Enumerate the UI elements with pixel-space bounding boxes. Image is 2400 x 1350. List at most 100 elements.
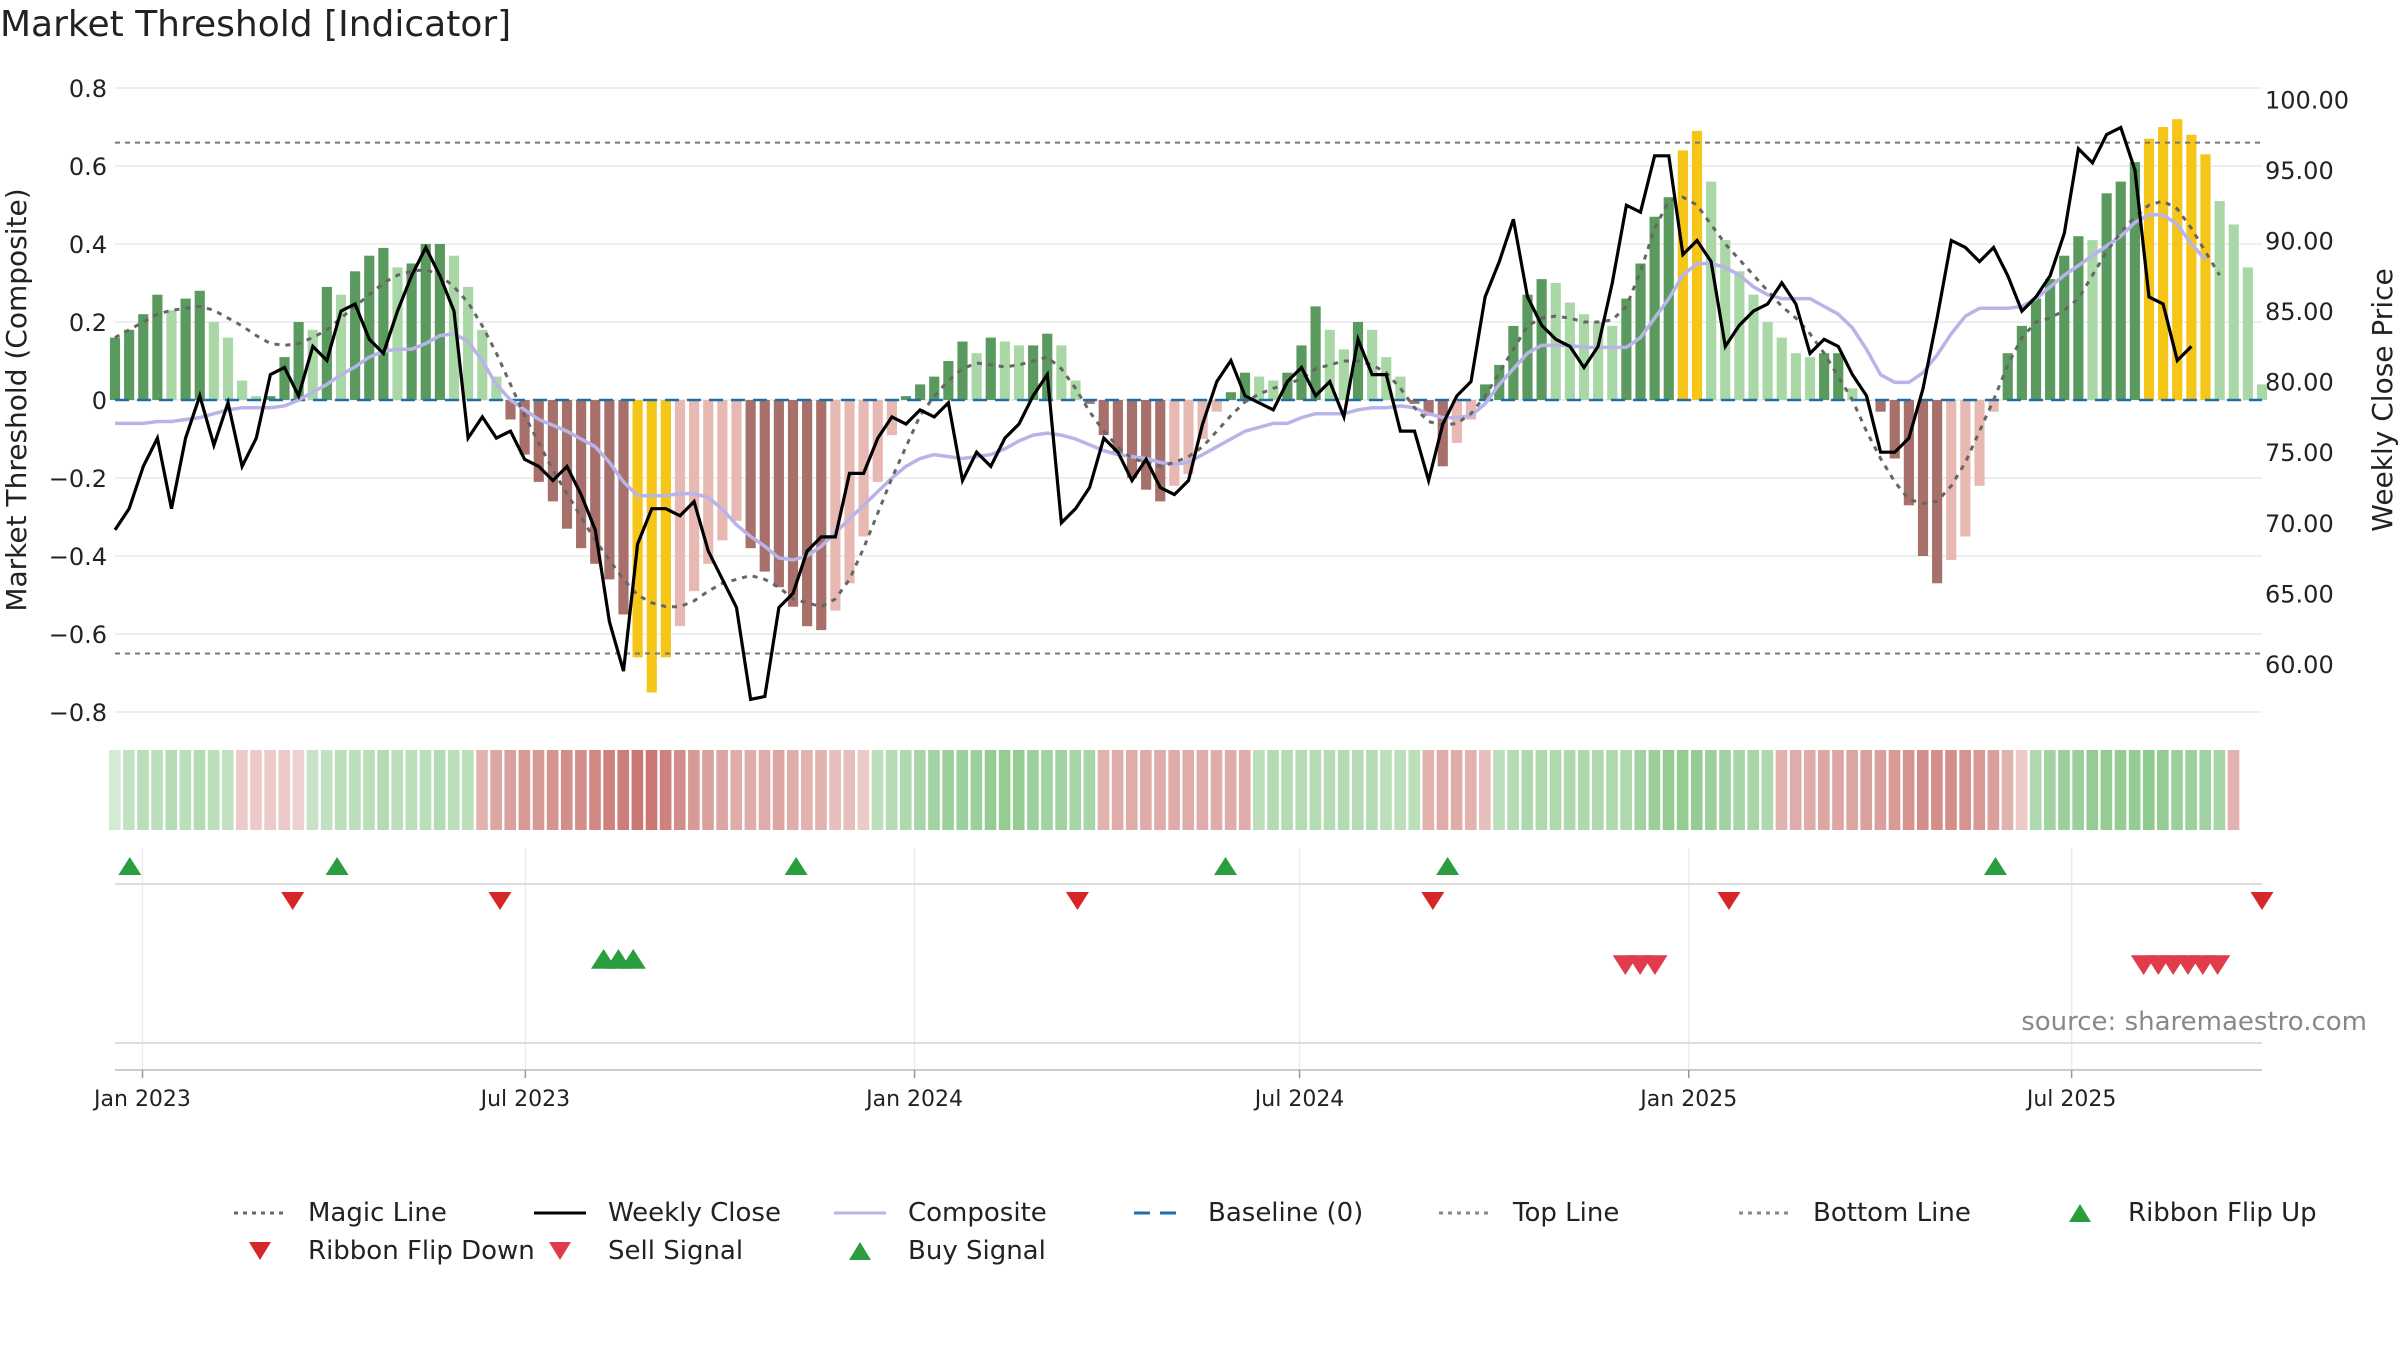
legend-swatch-icon bbox=[234, 1211, 286, 1215]
ribbon-cell bbox=[2072, 750, 2084, 830]
ribbon-flip-down-marker bbox=[2250, 892, 2274, 910]
composite-bar bbox=[124, 329, 135, 400]
ribbon-cell bbox=[1168, 750, 1180, 830]
legend-item: Composite bbox=[830, 1198, 1047, 1228]
composite-bar bbox=[1607, 325, 1618, 400]
left-tick-label: 0.6 bbox=[69, 153, 107, 181]
ribbon-cell bbox=[532, 750, 545, 830]
composite-bar bbox=[420, 244, 431, 400]
composite-bar bbox=[1310, 306, 1321, 400]
ribbon-cell bbox=[1577, 750, 1590, 830]
ribbon-flip-up-marker bbox=[1214, 857, 1238, 875]
composite-bar bbox=[138, 314, 149, 400]
ribbon-cell bbox=[1182, 750, 1195, 830]
ribbon-cell bbox=[278, 750, 291, 830]
composite-bar bbox=[1225, 392, 1236, 400]
legend-label: Top Line bbox=[1513, 1198, 1620, 1228]
ribbon-cell bbox=[2213, 750, 2226, 830]
composite-bar bbox=[703, 400, 714, 564]
left-tick-label: −0.2 bbox=[49, 465, 107, 493]
legend-label: Bottom Line bbox=[1813, 1198, 1971, 1228]
left-tick-label: 0.8 bbox=[69, 75, 107, 103]
ribbon-cell bbox=[603, 750, 615, 830]
ribbon-cell bbox=[2171, 750, 2183, 830]
legend-item: Ribbon Flip Up bbox=[2050, 1198, 2317, 1228]
ribbon-cell bbox=[1563, 750, 1576, 830]
ribbon-cell bbox=[1860, 750, 1873, 830]
composite-bar bbox=[1564, 302, 1575, 400]
ribbon-cell bbox=[264, 750, 276, 830]
ribbon-cell bbox=[419, 750, 432, 830]
ribbon-cell bbox=[688, 750, 700, 830]
legend-swatch-icon bbox=[1739, 1211, 1791, 1215]
composite-bar bbox=[2101, 193, 2112, 400]
composite-bar bbox=[1395, 376, 1406, 400]
ribbon-cell bbox=[744, 750, 757, 830]
ribbon-cell bbox=[207, 750, 220, 830]
ribbon-cell bbox=[2001, 750, 2014, 830]
composite-bar bbox=[2030, 298, 2042, 400]
ribbon-cell bbox=[1436, 750, 1449, 830]
left-tick-label: 0 bbox=[92, 387, 107, 415]
ribbon-cell bbox=[165, 750, 178, 830]
composite-bar bbox=[547, 400, 558, 502]
composite-bar bbox=[2045, 279, 2056, 400]
source-label: source: sharemaestro.com bbox=[2021, 1007, 2367, 1037]
ribbon-cell bbox=[772, 750, 785, 830]
right-tick-label: 65.00 bbox=[2265, 580, 2334, 608]
ribbon-cell bbox=[1366, 750, 1378, 830]
composite-bar bbox=[1324, 329, 1335, 400]
legend-item: Sell Signal bbox=[530, 1236, 743, 1266]
composite-bar bbox=[1451, 400, 1462, 443]
composite-bar bbox=[293, 322, 304, 400]
ribbon-cell bbox=[1111, 750, 1124, 830]
ribbon-cell bbox=[1253, 750, 1265, 830]
composite-bar bbox=[731, 400, 742, 521]
left-tick-label: −0.4 bbox=[49, 543, 107, 571]
composite-bar bbox=[533, 400, 544, 482]
ribbon-cell bbox=[504, 750, 517, 830]
composite-bar bbox=[1720, 240, 1731, 400]
legend-label: Sell Signal bbox=[608, 1236, 744, 1266]
composite-bar bbox=[307, 329, 318, 400]
composite-bar bbox=[477, 329, 488, 400]
composite-bar bbox=[1946, 400, 1957, 560]
ribbon-cell bbox=[1987, 750, 2000, 830]
left-axis-label: Market Threshold (Composite) bbox=[0, 188, 33, 611]
composite-bar bbox=[2115, 181, 2126, 400]
ribbon-cell bbox=[2128, 750, 2141, 830]
composite-bar bbox=[943, 361, 954, 400]
ribbon-cell bbox=[447, 750, 460, 830]
legend-item: Ribbon Flip Down bbox=[230, 1236, 535, 1266]
x-tick-label: Jul 2023 bbox=[479, 1087, 571, 1112]
right-tick-label: 100.00 bbox=[2265, 86, 2349, 114]
composite-bar bbox=[109, 337, 121, 400]
right-axis-label: Weekly Close Price bbox=[2366, 268, 2399, 531]
ribbon-cell bbox=[1493, 750, 1505, 830]
composite-bar bbox=[1155, 400, 1166, 502]
composite-bar bbox=[1268, 380, 1279, 400]
ribbon-cell bbox=[1606, 750, 1618, 830]
ribbon-flip-up-marker bbox=[784, 857, 808, 875]
composite-bar bbox=[802, 400, 813, 627]
legend-item: Buy Signal bbox=[830, 1236, 1046, 1266]
composite-bar bbox=[2228, 224, 2239, 400]
ribbon-cell bbox=[2199, 750, 2212, 830]
ribbon-cell bbox=[1238, 750, 1251, 830]
composite-bar bbox=[1211, 400, 1222, 412]
composite-bar bbox=[378, 247, 389, 400]
legend-swatch-icon bbox=[2069, 1204, 2091, 1222]
composite-bar bbox=[1480, 384, 1491, 400]
composite-bar bbox=[1932, 400, 1943, 584]
composite-bar bbox=[1409, 400, 1420, 404]
composite-bar bbox=[392, 267, 403, 400]
legend-item: Magic Line bbox=[230, 1198, 447, 1228]
ribbon-cell bbox=[1394, 750, 1406, 830]
composite-bar bbox=[1734, 271, 1745, 400]
composite-bar bbox=[1183, 400, 1194, 475]
ribbon-cell bbox=[236, 750, 248, 830]
ribbon-cell bbox=[758, 750, 771, 830]
composite-bar bbox=[660, 400, 671, 658]
ribbon-cell bbox=[546, 750, 559, 830]
composite-bar bbox=[1819, 353, 1830, 400]
